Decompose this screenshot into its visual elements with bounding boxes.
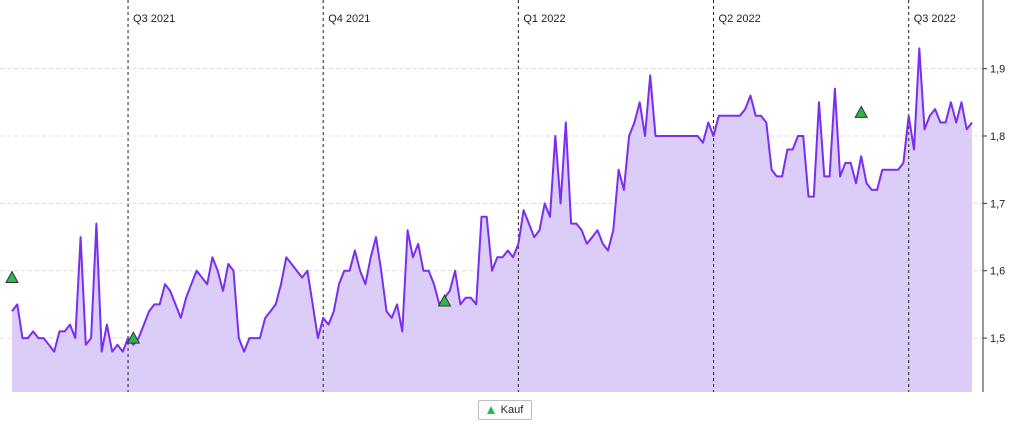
- area-layer: [12, 48, 972, 393]
- y-axis: 1,5 1,6 1,7 1,8 1,9: [982, 0, 1005, 392]
- y-tick-label: 1,6: [990, 266, 1005, 278]
- quarter-label: Q2 2022: [719, 13, 761, 25]
- legend-triangle-icon: [486, 406, 495, 414]
- y-tick-label: 1,5: [990, 333, 1005, 345]
- buy-marker: [437, 294, 452, 307]
- legend-label: Kauf: [500, 404, 524, 416]
- quarter-label: Q3 2021: [133, 13, 175, 25]
- legend[interactable]: Kauf: [478, 400, 532, 420]
- y-tick-label: 1,8: [990, 131, 1005, 143]
- quarter-lines: Q3 2021 Q4 2021 Q1 2022 Q2 2022 Q3 2022: [127, 0, 956, 392]
- buy-marker: [126, 331, 141, 344]
- quarter-label: Q3 2022: [914, 13, 956, 25]
- buy-markers: [5, 105, 869, 344]
- line-layer: [11, 47, 973, 353]
- buy-marker: [854, 105, 869, 118]
- series-line: [11, 47, 973, 353]
- buy-marker: [5, 270, 19, 283]
- quarter-label: Q4 2021: [328, 13, 370, 25]
- y-tick-label: 1,9: [990, 64, 1005, 76]
- quarter-label: Q1 2022: [523, 13, 565, 25]
- y-tick-label: 1,7: [990, 198, 1005, 210]
- series-area: [12, 48, 972, 393]
